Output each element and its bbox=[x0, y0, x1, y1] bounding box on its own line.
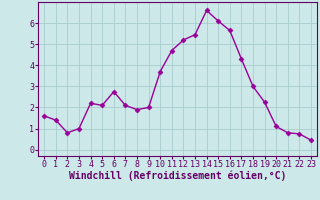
X-axis label: Windchill (Refroidissement éolien,°C): Windchill (Refroidissement éolien,°C) bbox=[69, 171, 286, 181]
